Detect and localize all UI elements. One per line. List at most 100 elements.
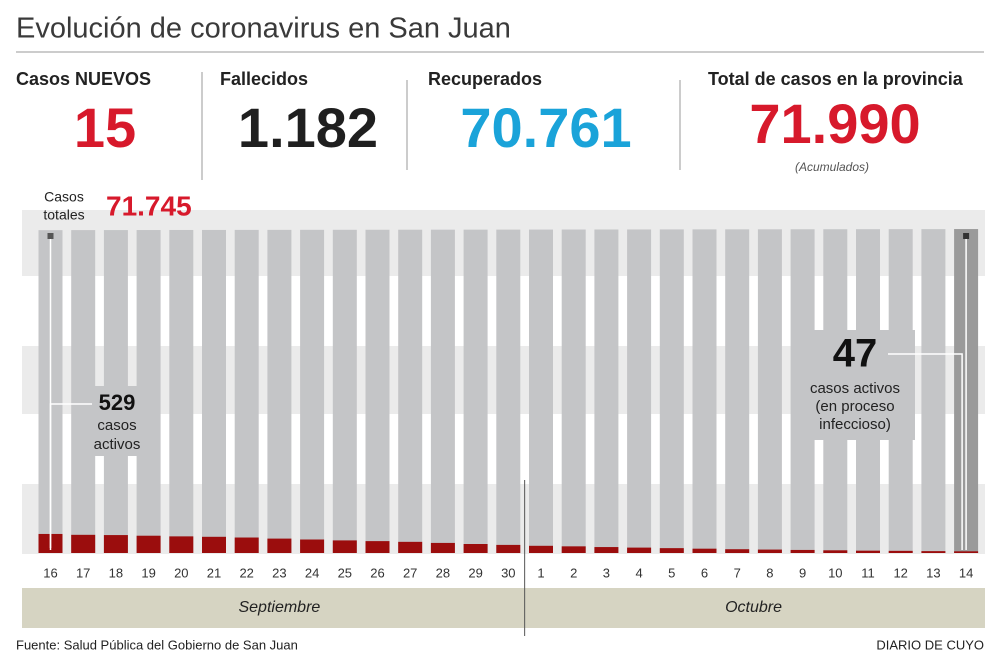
bar bbox=[659, 229, 684, 553]
stat-label: Total de casos en la provincia bbox=[708, 69, 964, 89]
bar bbox=[463, 229, 488, 553]
bar bbox=[954, 551, 979, 553]
bar bbox=[332, 229, 357, 553]
credit: DIARIO DE CUYO bbox=[876, 637, 984, 652]
x-tick-label: 28 bbox=[436, 565, 450, 580]
x-tick-label: 29 bbox=[468, 565, 482, 580]
annotation: infeccioso) bbox=[819, 416, 891, 433]
bar bbox=[692, 229, 717, 553]
bar bbox=[430, 542, 455, 553]
x-tick-label: 11 bbox=[861, 565, 875, 580]
x-tick-label: 3 bbox=[603, 565, 610, 580]
stat-label: Casos NUEVOS bbox=[16, 69, 151, 89]
x-tick-label: 20 bbox=[174, 565, 188, 580]
bar bbox=[365, 229, 390, 554]
value-label: 47 bbox=[833, 332, 878, 376]
label-bg bbox=[795, 330, 915, 440]
x-tick-label: 8 bbox=[766, 565, 773, 580]
x-tick-label: 4 bbox=[635, 565, 642, 580]
bar bbox=[234, 229, 259, 553]
bar bbox=[725, 229, 750, 553]
marker bbox=[47, 233, 54, 239]
x-tick-label: 26 bbox=[370, 565, 384, 580]
x-tick-label: 21 bbox=[207, 565, 221, 580]
annotation: (en proceso bbox=[815, 398, 894, 415]
month-label: Septiembre bbox=[238, 599, 320, 616]
bar bbox=[627, 547, 652, 553]
bar bbox=[757, 229, 782, 553]
stat-value: 70.761 bbox=[460, 96, 631, 159]
bar bbox=[169, 536, 194, 553]
bar bbox=[496, 544, 521, 553]
bar bbox=[365, 541, 390, 553]
bar bbox=[561, 229, 586, 554]
bar bbox=[757, 549, 782, 553]
annotation: casos bbox=[97, 417, 136, 434]
x-tick-label: 23 bbox=[272, 565, 286, 580]
bar bbox=[202, 229, 226, 553]
x-tick-label: 13 bbox=[926, 565, 940, 580]
bar bbox=[888, 550, 913, 553]
bar bbox=[725, 549, 750, 553]
x-tick-label: 14 bbox=[959, 565, 973, 580]
bar bbox=[267, 229, 292, 554]
bar bbox=[627, 229, 652, 553]
x-tick-label: 27 bbox=[403, 565, 417, 580]
annotation: totales bbox=[43, 207, 84, 223]
leader bbox=[888, 353, 963, 550]
bar bbox=[169, 229, 194, 553]
x-tick-label: 19 bbox=[141, 565, 155, 580]
bar bbox=[561, 546, 586, 553]
month-label: Octubre bbox=[725, 599, 782, 616]
bar bbox=[398, 229, 423, 553]
annotation: activos bbox=[94, 436, 141, 453]
x-tick-label: 10 bbox=[828, 565, 842, 580]
source: Fuente: Salud Pública del Gobierno de Sa… bbox=[16, 637, 298, 652]
bar bbox=[398, 541, 423, 553]
bar bbox=[71, 534, 96, 553]
x-tick-label: 12 bbox=[893, 565, 907, 580]
bar bbox=[529, 545, 553, 553]
bar bbox=[300, 539, 325, 553]
x-tick-label: 24 bbox=[305, 565, 319, 580]
bar bbox=[496, 229, 521, 553]
x-tick-label: 1 bbox=[537, 565, 544, 580]
stat-label: Fallecidos bbox=[220, 69, 308, 89]
bar bbox=[529, 229, 553, 553]
bar bbox=[332, 540, 357, 553]
bar bbox=[202, 536, 226, 553]
bar bbox=[234, 537, 259, 553]
chart-title: Evolución de coronavirus en San Juan bbox=[16, 13, 511, 45]
x-tick-label: 16 bbox=[43, 565, 57, 580]
annotation: Casos bbox=[44, 189, 84, 205]
x-tick-label: 5 bbox=[668, 565, 675, 580]
month-band bbox=[22, 588, 985, 628]
bar bbox=[594, 547, 619, 553]
x-tick-label: 6 bbox=[701, 565, 708, 580]
x-tick-label: 25 bbox=[338, 565, 352, 580]
bar bbox=[790, 549, 815, 553]
bar bbox=[463, 544, 488, 553]
value-label: 71.745 bbox=[106, 190, 192, 221]
bar bbox=[921, 551, 946, 553]
bar bbox=[594, 229, 619, 554]
x-tick-label: 30 bbox=[501, 565, 515, 580]
x-tick-label: 9 bbox=[799, 565, 806, 580]
leader bbox=[49, 403, 92, 550]
x-tick-label: 22 bbox=[239, 565, 253, 580]
x-tick-label: 17 bbox=[76, 565, 90, 580]
bar bbox=[659, 548, 684, 553]
stat-value: 15 bbox=[74, 96, 136, 159]
bar bbox=[103, 535, 128, 553]
stat-label: Recuperados bbox=[428, 69, 542, 89]
bar bbox=[692, 548, 717, 553]
annotation: casos activos bbox=[810, 380, 900, 397]
bar bbox=[823, 550, 848, 553]
x-tick-label: 2 bbox=[570, 565, 577, 580]
bar bbox=[856, 550, 880, 553]
marker bbox=[963, 233, 970, 239]
x-tick-label: 7 bbox=[734, 565, 741, 580]
bar bbox=[921, 229, 946, 554]
